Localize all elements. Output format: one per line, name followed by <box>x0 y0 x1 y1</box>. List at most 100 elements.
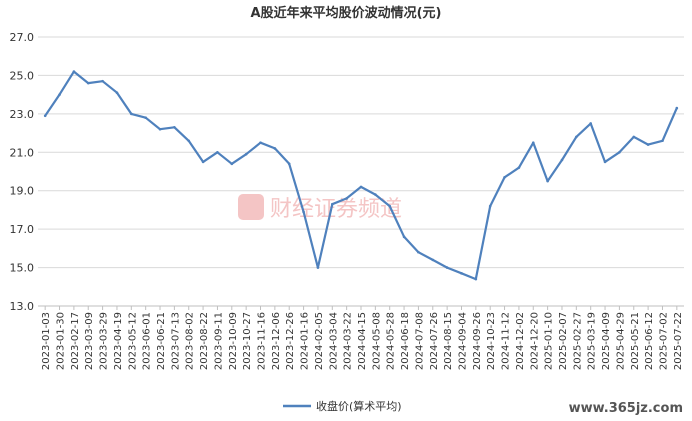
data-point <box>402 235 406 239</box>
x-tick-label: 2023-03-29 <box>99 312 110 370</box>
x-tick-label: 2023-05-12 <box>127 312 138 370</box>
y-tick-label: 15.0 <box>10 262 35 275</box>
data-point <box>632 135 636 139</box>
x-tick-label: 2024-05-08 <box>371 312 382 370</box>
data-point <box>618 150 621 154</box>
x-tick-label: 2023-03-09 <box>84 312 95 370</box>
x-tick-label: 2023-12-26 <box>285 312 296 370</box>
x-tick-label: 2025-05-21 <box>630 312 641 370</box>
data-point <box>603 160 607 164</box>
x-tick-label: 2024-09-04 <box>457 312 468 370</box>
x-tick-label: 2023-10-27 <box>242 312 253 370</box>
data-point <box>546 179 549 183</box>
data-point <box>560 158 564 162</box>
x-tick-label: 2024-09-26 <box>472 312 483 370</box>
site-watermark: www.365jz.com <box>569 401 683 416</box>
data-point <box>101 79 104 83</box>
data-point <box>531 141 535 144</box>
x-tick-label: 2024-07-08 <box>414 312 425 370</box>
x-tick-label: 2023-07-13 <box>170 312 181 370</box>
chart-title: A股近年来平均股价波动情况(元) <box>251 5 442 21</box>
x-tick-label: 2024-03-22 <box>343 312 354 370</box>
data-point <box>316 266 320 269</box>
y-tick-label: 27.0 <box>10 31 35 44</box>
x-tick-label: 2025-04-09 <box>601 312 612 370</box>
data-point <box>43 114 47 118</box>
y-tick-label: 21.0 <box>10 146 35 159</box>
data-point <box>517 166 521 169</box>
data-point <box>388 204 392 208</box>
data-point <box>589 122 592 125</box>
watermark-text: 财经证券频道 <box>270 197 402 222</box>
data-point <box>130 112 133 116</box>
data-point <box>259 141 262 144</box>
x-tick-label: 2024-01-16 <box>300 312 311 370</box>
x-tick-label: 2025-02-27 <box>572 312 583 370</box>
x-tick-label: 2024-05-28 <box>386 312 397 370</box>
legend-label: 收盘价(算术平均) <box>316 399 402 413</box>
x-tick-label: 2024-04-15 <box>357 312 368 370</box>
x-tick-label: 2024-08-15 <box>443 312 454 370</box>
data-point <box>144 116 147 119</box>
data-point <box>86 81 90 85</box>
x-tick-label: 2023-11-16 <box>257 312 268 370</box>
data-point <box>374 193 377 196</box>
data-point <box>460 272 463 275</box>
data-point <box>115 91 119 95</box>
x-tick-label: 2024-10-23 <box>486 312 497 370</box>
data-point <box>661 139 664 143</box>
data-point <box>201 160 205 164</box>
plot-area <box>43 70 679 281</box>
y-tick-label: 13.0 <box>10 300 35 313</box>
y-tick-label: 23.0 <box>10 108 35 121</box>
data-point <box>431 258 435 262</box>
x-tick-label: 2025-07-22 <box>673 312 684 370</box>
y-tick-label: 17.0 <box>10 223 35 236</box>
x-tick-label: 2023-04-19 <box>113 312 124 370</box>
x-tick-label: 2023-06-21 <box>156 312 167 370</box>
x-tick-label: 2025-06-12 <box>644 312 655 370</box>
data-point <box>273 147 277 150</box>
x-tick-label: 2023-08-02 <box>185 312 196 370</box>
x-tick-label: 2023-01-30 <box>56 312 67 370</box>
x-tick-label: 2024-07-26 <box>429 312 440 370</box>
x-tick-label: 2025-02-07 <box>558 312 569 370</box>
legend: 收盘价(算术平均) <box>283 399 402 413</box>
gridlines <box>38 36 684 307</box>
x-tick-label: 2023-08-22 <box>199 312 210 370</box>
x-tick-label: 2023-10-09 <box>228 312 239 370</box>
watermark: 财经证券频道 <box>238 194 402 222</box>
data-point <box>474 277 478 281</box>
data-point <box>287 162 291 166</box>
data-point <box>359 185 363 189</box>
x-tick-label: 2023-01-03 <box>41 312 52 370</box>
data-point <box>503 175 506 179</box>
x-tick-label: 2023-06-01 <box>142 312 153 370</box>
data-point <box>216 150 219 154</box>
x-tick-label: 2024-03-04 <box>328 312 339 370</box>
data-point <box>575 135 578 139</box>
data-point <box>158 127 162 131</box>
data-point <box>417 250 420 254</box>
data-point <box>173 126 176 129</box>
y-tick-label: 19.0 <box>10 185 35 198</box>
data-point <box>244 152 248 156</box>
y-tick-label: 25.0 <box>10 69 35 82</box>
x-tick-label: 2023-09-11 <box>213 312 224 370</box>
data-point <box>646 143 650 146</box>
x-tick-label: 2025-01-10 <box>544 312 555 370</box>
data-point <box>445 266 449 269</box>
data-point <box>58 93 61 96</box>
x-tick-label: 2025-07-02 <box>658 312 669 370</box>
watermark-logo-icon <box>238 194 264 220</box>
x-tick-label: 2024-02-05 <box>314 312 325 370</box>
x-tick-label: 2025-04-29 <box>615 312 626 370</box>
data-point <box>230 162 234 166</box>
x-tick-label: 2023-02-17 <box>70 312 81 370</box>
x-tick-label: 2024-06-18 <box>400 312 411 370</box>
data-point <box>345 197 348 200</box>
x-tick-label: 2024-11-12 <box>501 312 512 370</box>
x-axis: 2023-01-03 2023-01-30 2023-02-17 2023-03-09… <box>41 306 684 370</box>
data-point <box>675 106 679 110</box>
